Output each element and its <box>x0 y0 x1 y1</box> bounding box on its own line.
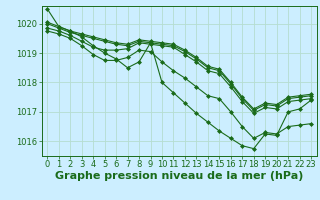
X-axis label: Graphe pression niveau de la mer (hPa): Graphe pression niveau de la mer (hPa) <box>55 171 303 181</box>
